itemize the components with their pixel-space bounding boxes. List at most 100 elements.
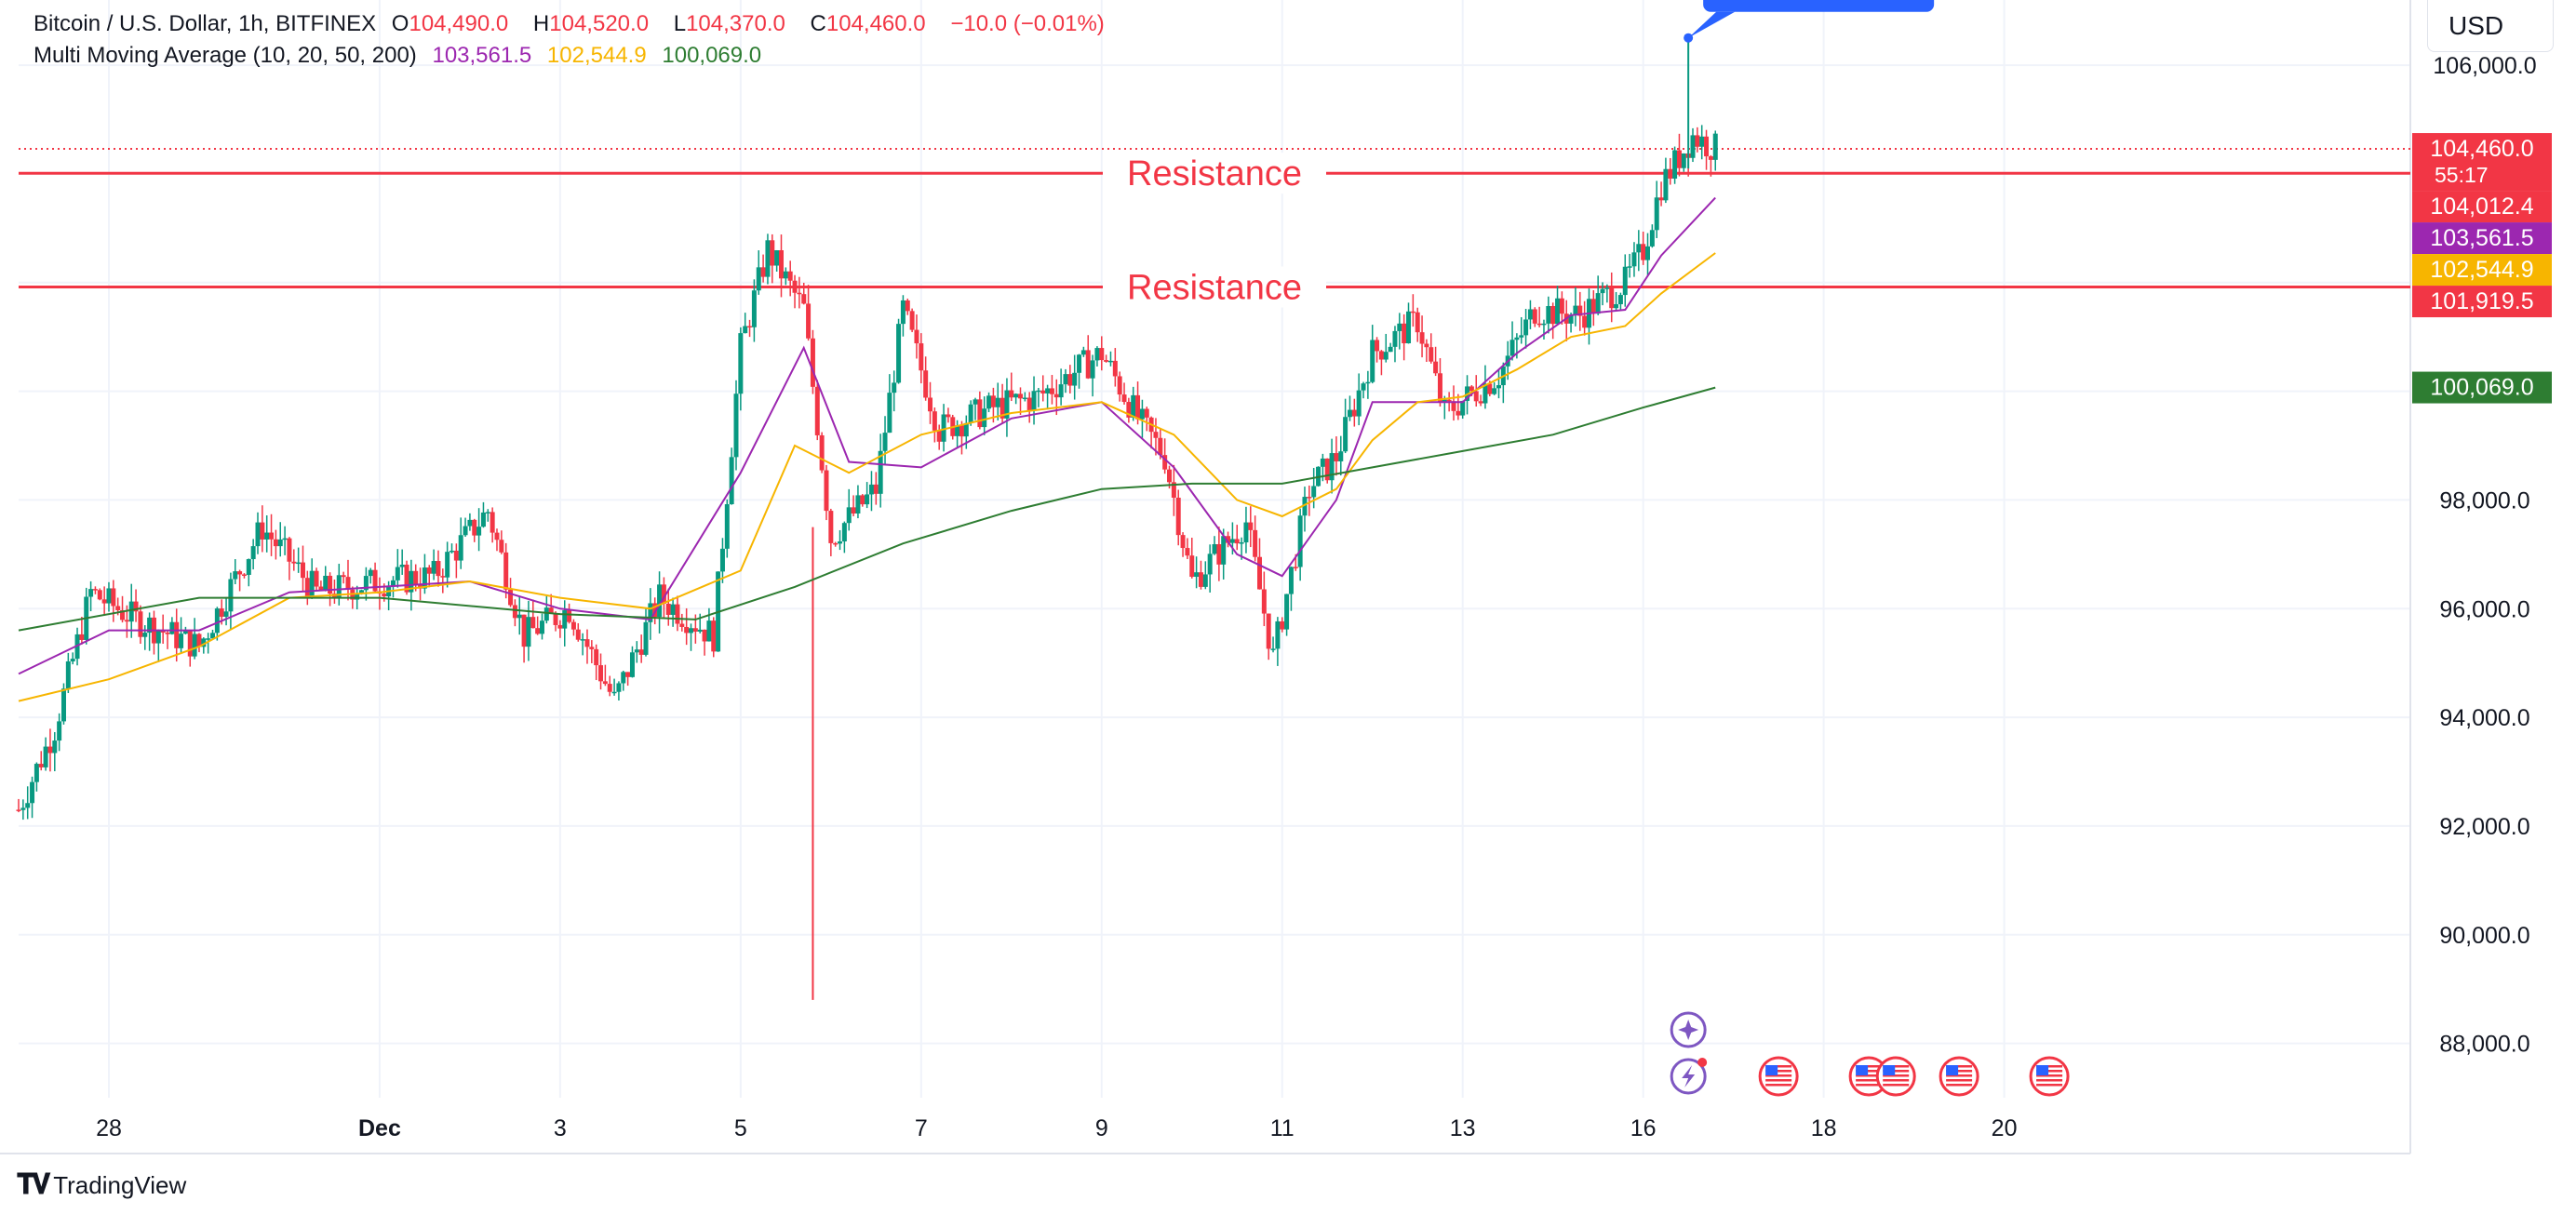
candle [1397,313,1402,350]
candle [210,629,216,639]
candle-body [1253,529,1258,557]
candle-body [1446,399,1452,402]
us-flag-icon[interactable] [2029,1056,2070,1097]
price-tag: 102,544.9 [2412,254,2552,287]
candle-body [1492,388,1497,394]
candle-body [990,395,996,407]
candle [1559,291,1564,325]
candle [277,522,283,557]
candle-body [1031,391,1037,411]
price-tag: 103,561.5 [2412,222,2552,255]
candle [543,595,549,624]
candle-body [1406,311,1412,344]
time-axis-label: Dec [358,1115,401,1141]
indicator-legend[interactable]: Multi Moving Average (10, 20, 50, 200) 1… [34,43,771,69]
candle-body [206,638,211,640]
candle [233,559,238,584]
candle [1668,157,1673,185]
candle-body [1695,135,1700,147]
candle [923,356,929,401]
callout-label: 106,503.0 [1736,0,1901,2]
candle [530,599,536,629]
time-axis-label: 9 [1095,1115,1108,1141]
candle-body [955,425,960,436]
countdown-label: 55:17 [2435,163,2489,187]
candle [160,614,166,645]
candle-body [1107,360,1113,363]
candle-body [463,526,468,536]
candle-body [1338,451,1344,461]
candle [665,588,671,626]
candle-body [1099,348,1105,361]
candle-body [223,611,229,617]
us-flag-icon[interactable] [1875,1056,1916,1097]
candle [1424,339,1429,363]
candle-body [1604,287,1610,289]
candle [187,629,193,667]
candle [1645,233,1651,276]
candle-body [1527,309,1533,320]
candle [684,607,690,646]
candle [1270,636,1276,653]
candle-body [1212,543,1217,554]
candle [616,681,622,701]
candle [860,494,865,507]
candle [97,588,102,601]
candle-body [1383,352,1389,360]
candle [1202,561,1208,590]
price-tag: 104,012.4 [2412,191,2552,223]
candle [1532,307,1537,327]
currency-selector[interactable]: USD [2427,0,2554,52]
candle [512,599,517,627]
sparkle-icon[interactable] [1670,1011,1707,1048]
candle-body [1437,373,1442,402]
candle [1600,282,1605,306]
candle [900,295,906,337]
candle-body [47,746,53,754]
candle [851,495,856,516]
candle [1085,335,1091,380]
candle-body [602,681,608,685]
candle [928,381,933,424]
candle [1460,400,1466,420]
high-value: 104,520.0 [549,11,650,36]
candle-body [16,809,21,811]
candle-body [932,411,937,431]
candle-body [1090,360,1095,379]
lightning-icon[interactable] [1670,1058,1708,1095]
candle [1351,398,1357,427]
candle-body [120,609,126,620]
candle-body [250,546,256,560]
tradingview-logo[interactable]: 𝐓𝐕 TradingView [17,1169,186,1201]
us-flag-icon[interactable] [1758,1056,1799,1097]
candle-body [634,649,639,653]
candle-body [1189,555,1195,578]
candle [1126,397,1132,423]
candle [1641,232,1646,265]
candle-body [25,803,31,808]
candle-body [896,324,902,383]
candle-body [336,575,342,598]
candle-body [530,617,536,629]
candle-body [743,326,748,334]
candle-body [1469,386,1474,392]
candle-body [1243,522,1249,543]
candle-body [946,414,951,418]
candle-body [52,740,58,754]
candle-body [341,575,346,578]
price-tag: 104,460.055:17 [2412,133,2552,192]
candle [34,762,39,792]
indicator-title: Multi Moving Average (10, 20, 50, 200) [34,43,417,68]
candle [1022,392,1027,402]
candle [657,571,663,634]
candle-body [499,540,504,553]
candle [70,652,75,665]
us-flag-icon[interactable] [1848,1056,1889,1097]
candle-body [426,567,432,574]
us-flag-icon[interactable] [1939,1056,1979,1097]
candle [318,580,324,592]
candle-body [57,721,62,741]
flag-stripe [1765,1065,1792,1068]
candle [169,617,175,635]
